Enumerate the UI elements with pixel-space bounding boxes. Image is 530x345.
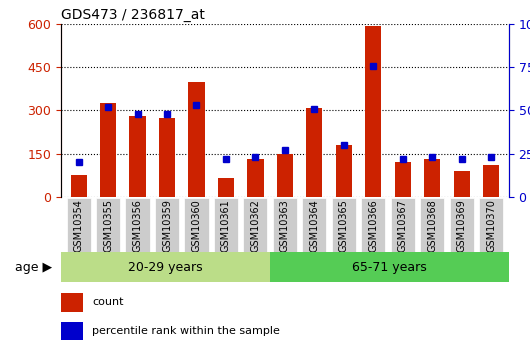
- Text: GSM10359: GSM10359: [162, 199, 172, 252]
- Bar: [70, 175, 87, 197]
- Text: GSM10366: GSM10366: [368, 199, 378, 252]
- Bar: [395, 162, 411, 197]
- Bar: [483, 165, 499, 197]
- Bar: [277, 154, 293, 197]
- Text: GSM10355: GSM10355: [103, 199, 113, 253]
- Bar: [100, 103, 116, 197]
- Text: 20-29 years: 20-29 years: [128, 261, 203, 274]
- FancyBboxPatch shape: [155, 198, 179, 252]
- FancyBboxPatch shape: [449, 198, 474, 252]
- Bar: [188, 82, 205, 197]
- Text: GSM10361: GSM10361: [221, 199, 231, 252]
- FancyBboxPatch shape: [184, 198, 209, 252]
- FancyBboxPatch shape: [61, 253, 270, 282]
- Text: percentile rank within the sample: percentile rank within the sample: [93, 326, 280, 336]
- Text: GSM10365: GSM10365: [339, 199, 349, 252]
- FancyBboxPatch shape: [270, 253, 509, 282]
- Bar: [61, 322, 83, 340]
- Bar: [248, 159, 263, 197]
- FancyBboxPatch shape: [273, 198, 297, 252]
- Text: GSM10360: GSM10360: [191, 199, 201, 252]
- Text: GSM10364: GSM10364: [310, 199, 320, 252]
- Text: GSM10356: GSM10356: [132, 199, 143, 252]
- Bar: [61, 293, 83, 312]
- FancyBboxPatch shape: [67, 198, 91, 252]
- Text: GSM10363: GSM10363: [280, 199, 290, 252]
- Bar: [129, 116, 146, 197]
- Text: age ▶: age ▶: [15, 261, 52, 274]
- FancyBboxPatch shape: [126, 198, 149, 252]
- Text: GSM10367: GSM10367: [398, 199, 408, 252]
- Text: 65-71 years: 65-71 years: [352, 261, 427, 274]
- FancyBboxPatch shape: [420, 198, 444, 252]
- FancyBboxPatch shape: [214, 198, 238, 252]
- Text: GDS473 / 236817_at: GDS473 / 236817_at: [61, 8, 205, 22]
- FancyBboxPatch shape: [361, 198, 385, 252]
- FancyBboxPatch shape: [96, 198, 120, 252]
- Bar: [218, 178, 234, 197]
- FancyBboxPatch shape: [391, 198, 415, 252]
- FancyBboxPatch shape: [243, 198, 268, 252]
- Text: GSM10354: GSM10354: [74, 199, 84, 252]
- Text: GSM10369: GSM10369: [457, 199, 466, 252]
- Text: GSM10362: GSM10362: [250, 199, 260, 252]
- Bar: [159, 118, 175, 197]
- Bar: [424, 159, 440, 197]
- Text: GSM10370: GSM10370: [486, 199, 496, 252]
- FancyBboxPatch shape: [479, 198, 503, 252]
- Text: count: count: [93, 297, 124, 307]
- Bar: [335, 146, 352, 197]
- FancyBboxPatch shape: [302, 198, 326, 252]
- Bar: [306, 108, 322, 197]
- Text: GSM10368: GSM10368: [427, 199, 437, 252]
- Bar: [454, 171, 470, 197]
- FancyBboxPatch shape: [332, 198, 356, 252]
- Bar: [365, 26, 382, 197]
